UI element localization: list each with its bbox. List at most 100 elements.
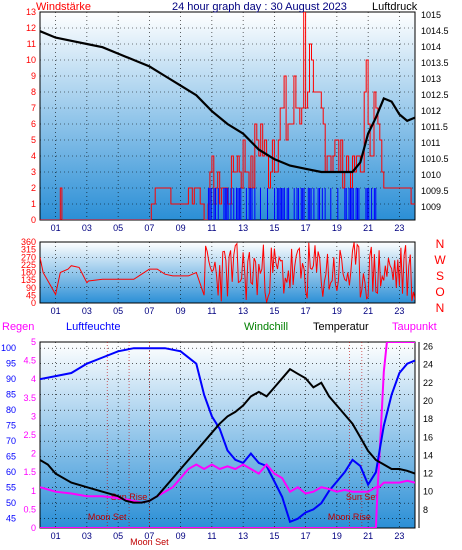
wind-direction-line (40, 242, 415, 303)
y-tick-label: 135 (21, 275, 36, 285)
y-rain-tick-label: 0.5 (23, 504, 36, 514)
y-left-tick-label: 8 (31, 87, 36, 97)
y-right-tick-label: 1012.5 (421, 90, 449, 100)
x-tick-label: 09 (176, 306, 186, 316)
y-right-tick-label: 1013.5 (421, 58, 449, 68)
y-right-tick-label: 1009.5 (421, 186, 449, 196)
wind-speed-line (40, 12, 415, 220)
x-tick-label: 05 (113, 306, 123, 316)
y-temp-tick-label: 10 (423, 487, 433, 497)
y-tick-label: 225 (21, 260, 36, 270)
y-humidity-tick-label: 50 (6, 498, 16, 508)
x-tick-label: 17 (301, 306, 311, 316)
y-right-tick-label: 1010 (421, 170, 441, 180)
panel-3-series (40, 342, 415, 528)
x-tick-label: 09 (176, 531, 186, 541)
pressure-line (40, 30, 415, 174)
y-tick-label: 0 (31, 298, 36, 308)
y-tick-label: 270 (21, 252, 36, 262)
compass-letter: N (436, 301, 445, 315)
sun-set-label: Sun Set (346, 492, 379, 502)
x-tick-label: 07 (144, 531, 154, 541)
humidity-legend: Luftfeuchte (66, 321, 120, 333)
panel-2-series (40, 242, 415, 303)
windchill-legend: Windchill (244, 321, 288, 333)
y-rain-tick-label: 4.5 (23, 356, 36, 366)
y-rain-tick-label: 0 (31, 523, 36, 533)
pressure-label: Luftdruck (372, 1, 418, 13)
panel-3-legend: Regen Luftfeuchte Windchill Temperatur Taupu… (2, 321, 437, 333)
x-tick-label: 01 (51, 223, 61, 233)
y-temp-tick-label: 12 (423, 469, 433, 479)
y-humidity-tick-label: 70 (6, 436, 16, 446)
y-left-tick-label: 12 (26, 23, 36, 33)
y-temp-tick-label: 18 (423, 414, 433, 424)
sun-rise-label: Sun Rise (111, 492, 148, 502)
panel-1-series (40, 12, 415, 220)
x-tick-label: 13 (238, 306, 248, 316)
x-tick-label: 17 (301, 223, 311, 233)
y-rain-tick-label: 2.5 (23, 430, 36, 440)
y-humidity-tick-label: 85 (6, 390, 16, 400)
y-tick-label: 90 (26, 283, 36, 293)
y-humidity-tick-label: 90 (6, 374, 16, 384)
y-rain-tick-label: 1.5 (23, 467, 36, 477)
y-humidity-tick-label: 95 (6, 359, 16, 369)
y-tick-label: 180 (21, 268, 36, 278)
y-right-tick-label: 1011 (421, 138, 440, 148)
y-right-tick-label: 1010.5 (421, 154, 449, 164)
x-tick-label: 01 (51, 531, 61, 541)
x-tick-label: 15 (269, 223, 279, 233)
y-left-tick-label: 2 (31, 183, 36, 193)
x-tick-label: 05 (113, 223, 123, 233)
x-tick-label: 13 (238, 531, 248, 541)
x-tick-label: 21 (363, 223, 373, 233)
y-temp-tick-label: 8 (423, 505, 428, 515)
chart-title: 24 hour graph day : 30 August 2023 (172, 1, 347, 13)
x-tick-label: 11 (207, 531, 216, 541)
y-rain-tick-label: 3.5 (23, 393, 36, 403)
x-tick-label: 09 (176, 223, 186, 233)
x-tick-label: 23 (394, 223, 404, 233)
y-humidity-tick-label: 60 (6, 467, 16, 477)
y-right-tick-label: 1012 (421, 106, 441, 116)
x-tick-label: 15 (269, 306, 279, 316)
y-left-tick-label: 11 (27, 39, 36, 49)
y-humidity-tick-label: 75 (6, 421, 16, 431)
x-tick-label: 11 (207, 223, 216, 233)
x-tick-label: 07 (144, 306, 154, 316)
x-tick-label: 07 (144, 223, 154, 233)
y-temp-tick-label: 22 (423, 378, 433, 388)
y-humidity-tick-label: 55 (6, 483, 16, 493)
rain-line (40, 342, 415, 528)
x-tick-label: 23 (394, 531, 404, 541)
y-left-tick-label: 7 (31, 103, 36, 113)
x-tick-label: 15 (269, 531, 279, 541)
y-right-tick-label: 1009 (421, 202, 441, 212)
y-rain-tick-label: 4 (31, 374, 36, 384)
wind-strength-label: Windstärke (36, 1, 91, 13)
moon-set-label: Moon Set (88, 512, 127, 522)
x-tick-label: 01 (51, 306, 61, 316)
dewpoint-legend: Taupunkt (392, 321, 437, 333)
y-rain-tick-label: 2 (31, 449, 36, 459)
y-tick-label: 315 (21, 245, 36, 255)
compass-letter: O (435, 285, 444, 299)
y-left-tick-label: 9 (31, 71, 36, 81)
panel-2-grid (40, 241, 415, 304)
x-tick-label: 19 (332, 223, 342, 233)
y-left-tick-label: 5 (31, 135, 36, 145)
x-tick-label: 21 (363, 306, 373, 316)
y-left-tick-label: 6 (31, 119, 36, 129)
x-tick-label: 19 (332, 306, 342, 316)
x-tick-label: 17 (301, 531, 311, 541)
y-humidity-tick-label: 45 (6, 514, 16, 524)
y-temp-tick-label: 14 (423, 450, 433, 460)
y-right-tick-label: 1014 (421, 42, 441, 52)
y-rain-tick-label: 1 (31, 486, 36, 496)
panel-3-grid (40, 342, 415, 528)
rain-legend: Regen (2, 321, 34, 333)
y-temp-tick-label: 24 (423, 360, 433, 370)
